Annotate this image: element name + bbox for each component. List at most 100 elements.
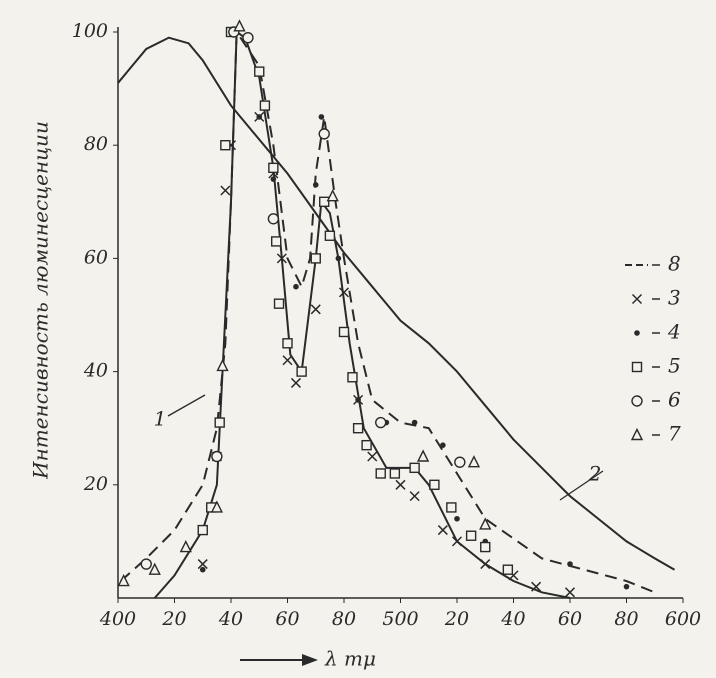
y-tick-label: 20 — [83, 473, 108, 495]
data-point — [259, 100, 271, 111]
y-tick-label: 40 — [83, 360, 108, 382]
data-point — [454, 515, 460, 522]
data-point — [270, 176, 277, 182]
data-point — [140, 558, 152, 570]
data-point — [310, 304, 321, 315]
data-point — [254, 66, 265, 77]
x-tick-label: 500 — [382, 608, 418, 630]
data-point — [389, 468, 401, 479]
legend-marker — [631, 395, 643, 407]
data-point — [352, 423, 364, 434]
series-line — [120, 28, 656, 594]
data-point — [199, 566, 206, 573]
data-point — [440, 442, 446, 448]
data-point — [480, 541, 491, 553]
data-point — [296, 366, 307, 377]
data-point — [211, 450, 223, 463]
legend-marker — [631, 361, 643, 373]
x-tick-label: 60 — [275, 608, 299, 630]
legend-label: 6 — [668, 388, 681, 412]
series-line — [153, 30, 571, 599]
data-point — [276, 253, 287, 264]
x-tick-label: 60 — [558, 608, 582, 630]
data-point — [312, 182, 319, 188]
x-tick-label: 600 — [665, 608, 701, 630]
data-point — [361, 439, 372, 451]
data-point — [409, 462, 420, 474]
data-point — [395, 479, 406, 490]
data-point — [531, 581, 542, 592]
data-point — [318, 114, 325, 120]
data-point — [416, 449, 430, 462]
data-point — [567, 561, 573, 567]
data-point — [220, 139, 231, 151]
data-point — [319, 196, 330, 208]
x-axis-label: λ mμ — [324, 647, 376, 671]
data-point — [451, 536, 463, 547]
data-point — [310, 253, 321, 264]
data-point — [411, 419, 418, 426]
data-point — [290, 377, 302, 388]
data-point — [429, 479, 440, 490]
data-point — [282, 355, 293, 366]
data-point — [282, 338, 293, 349]
x-tick-label: 80 — [614, 608, 638, 630]
data-point — [197, 524, 208, 536]
data-point — [197, 559, 208, 570]
x-tick-label: 400 — [99, 608, 136, 630]
data-point — [324, 230, 336, 241]
data-point — [268, 162, 279, 174]
y-tick-label: 100 — [72, 20, 108, 42]
legend-marker — [631, 293, 643, 305]
data-point — [271, 236, 282, 247]
leader — [167, 394, 206, 417]
data-point — [367, 451, 378, 462]
y-axis-label: Интенсивность люминесценции — [29, 121, 53, 480]
data-point — [210, 500, 224, 513]
data-point — [216, 358, 229, 372]
data-point — [220, 185, 231, 196]
data-point — [214, 417, 225, 428]
data-point — [335, 255, 342, 262]
data-point — [454, 456, 466, 468]
data-point — [409, 491, 420, 502]
x-tick-label: 20 — [161, 608, 186, 630]
data-point — [347, 372, 358, 383]
data-point — [375, 468, 386, 479]
data-point — [267, 213, 280, 225]
data-point — [467, 455, 481, 468]
curve-label: 2 — [588, 462, 602, 486]
data-point — [338, 287, 350, 298]
data-point — [502, 564, 514, 575]
x-tick-label: 20 — [444, 608, 469, 630]
data-point — [326, 189, 339, 202]
x-tick-label: 80 — [332, 608, 356, 630]
data-point — [480, 559, 491, 570]
data-point — [465, 530, 477, 541]
series-line — [117, 36, 676, 571]
legend-label: 4 — [667, 320, 681, 344]
data-point — [338, 326, 350, 338]
legend-marker — [630, 427, 644, 441]
legend-label: 7 — [668, 422, 681, 446]
data-point — [318, 128, 330, 140]
data-point — [233, 19, 246, 32]
data-point — [273, 298, 285, 309]
x-arrow-head — [302, 654, 318, 666]
legend-label: 3 — [668, 286, 681, 310]
legend-label: 5 — [668, 354, 681, 378]
data-point — [117, 573, 130, 587]
data-point — [256, 114, 263, 120]
legend-label: 8 — [668, 252, 681, 276]
data-point — [242, 31, 254, 44]
data-point — [148, 562, 161, 575]
data-point — [564, 587, 576, 598]
data-point — [293, 283, 299, 290]
data-point — [446, 502, 457, 513]
leader — [559, 470, 604, 501]
y-tick-label: 60 — [84, 246, 108, 268]
data-point — [479, 517, 492, 530]
data-point — [355, 397, 361, 403]
data-point — [623, 583, 630, 590]
